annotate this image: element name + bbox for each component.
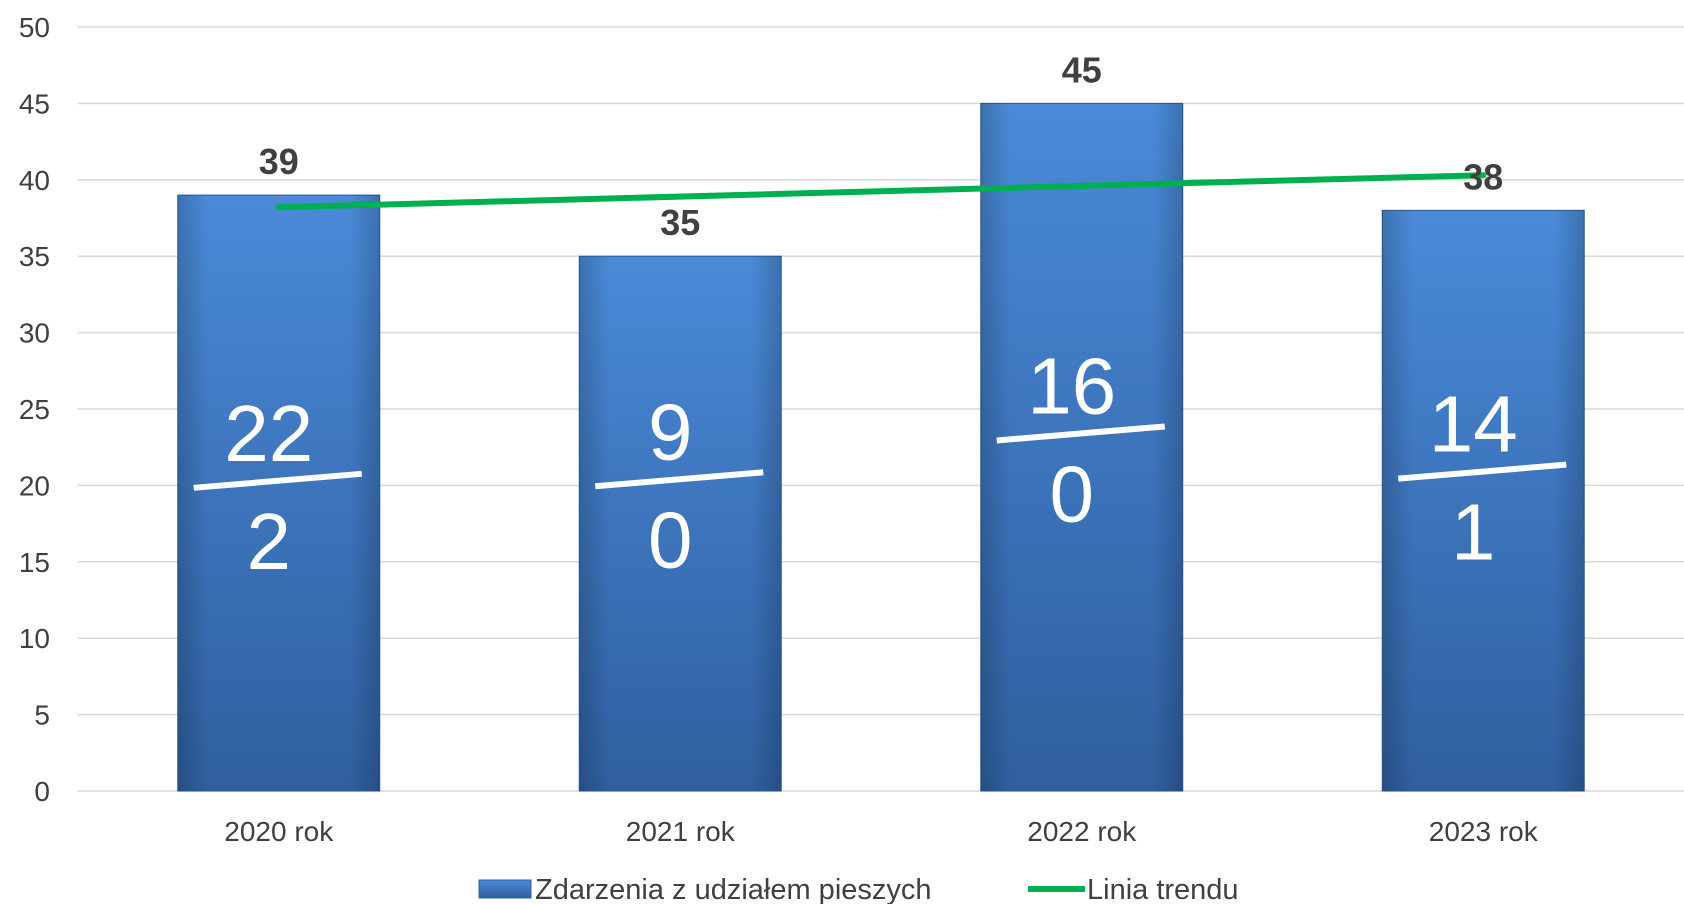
y-tick-label: 0 [34,776,50,807]
y-tick-label: 20 [19,470,50,501]
y-tick-label: 50 [19,12,50,43]
legend: Zdarzenia z udziałem pieszych Linia tren… [478,874,1239,904]
bar-value-label: 39 [259,141,299,182]
bar-shading [177,195,380,791]
bar-shading [579,256,782,791]
legend-trend-label: Linia trendu [1087,874,1239,904]
x-category-label: 2021 rok [626,816,736,847]
inner-label-bottom: 0 [1050,449,1095,538]
inner-label-bottom: 1 [1451,488,1496,577]
x-category-label: 2023 rok [1429,816,1539,847]
legend-bar-swatch [478,879,532,899]
inner-label-top: 9 [648,387,693,476]
y-tick-label: 5 [34,700,50,731]
trendline-layer [275,172,1487,211]
bar-value-label: 35 [660,202,700,243]
bar-shading [980,103,1183,791]
legend-bar-label: Zdarzenia z udziałem pieszych [535,874,932,904]
inner-label-top: 16 [1027,341,1116,430]
fraction-line [996,423,1165,444]
x-category-label: 2022 rok [1027,816,1137,847]
trendline [275,172,1487,211]
fraction-line [1398,461,1567,482]
bars [177,102,1585,792]
y-tick-label: 40 [19,165,50,196]
fraction-line [595,469,764,490]
inner-label-top: 14 [1429,380,1518,469]
inner-label-bottom: 0 [648,495,693,584]
x-axis-category-labels: 2020 rok 2021 rok 2022 rok 2023 rok [224,816,1538,847]
y-tick-label: 25 [19,394,50,425]
y-tick-label: 30 [19,318,50,349]
y-axis-tick-labels: 0 5 10 15 20 25 30 35 40 45 50 [19,12,50,807]
bar-value-label: 38 [1463,156,1503,197]
x-category-label: 2020 rok [224,816,334,847]
y-tick-label: 35 [19,241,50,272]
fraction-line [193,470,362,491]
inner-label-bottom: 2 [247,497,292,586]
y-tick-label: 15 [19,547,50,578]
y-tick-label: 45 [19,88,50,119]
bar-value-label: 45 [1062,49,1102,90]
bar-shading [1382,210,1585,792]
y-tick-label: 10 [19,623,50,654]
inner-label-top: 22 [224,389,313,478]
